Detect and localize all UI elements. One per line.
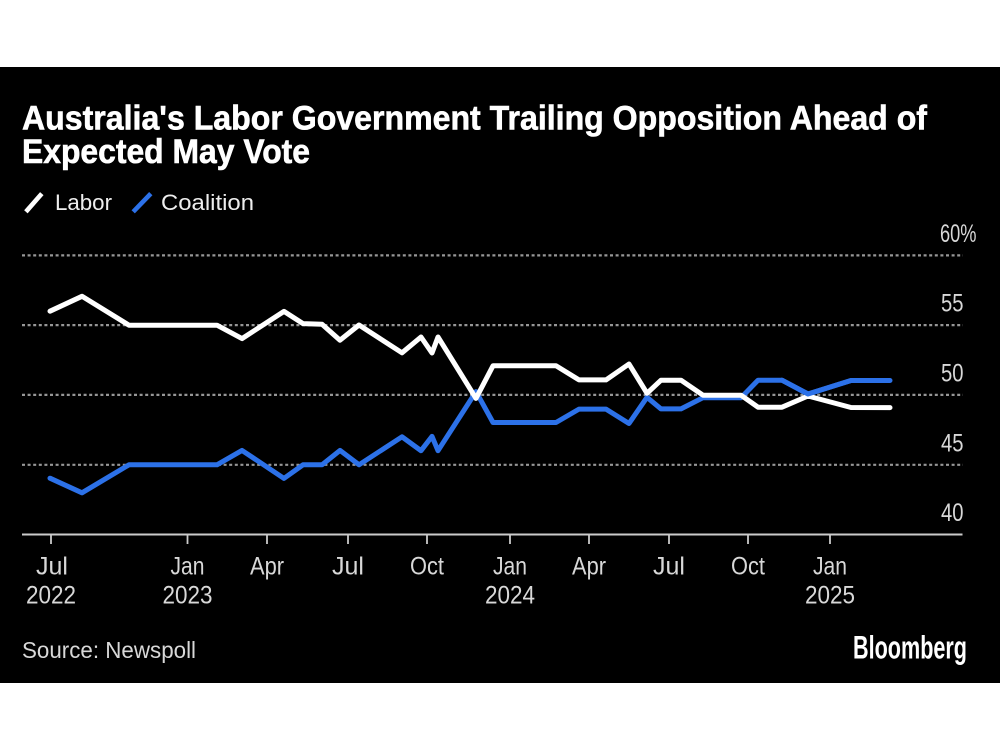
svg-text:Apr: Apr <box>572 553 606 581</box>
svg-text:60%: 60% <box>940 220 977 248</box>
svg-text:Labor: Labor <box>55 190 113 215</box>
svg-text:Jan: Jan <box>171 553 205 581</box>
svg-text:Coalition: Coalition <box>161 190 254 215</box>
svg-text:Apr: Apr <box>250 553 284 581</box>
svg-text:2023: 2023 <box>163 582 213 610</box>
svg-text:Oct: Oct <box>410 553 444 581</box>
svg-text:2022: 2022 <box>26 582 76 610</box>
svg-text:Jan: Jan <box>493 553 527 581</box>
svg-text:Source: Newspoll: Source: Newspoll <box>22 637 196 663</box>
svg-text:Jul: Jul <box>653 553 685 581</box>
svg-text:40: 40 <box>941 499 964 527</box>
svg-text:Jul: Jul <box>332 553 364 581</box>
svg-text:Jan: Jan <box>813 553 847 581</box>
svg-text:Jul: Jul <box>36 553 68 581</box>
svg-text:2024: 2024 <box>485 582 535 610</box>
svg-text:Bloomberg: Bloomberg <box>853 630 967 666</box>
svg-text:45: 45 <box>941 429 964 457</box>
svg-text:Oct: Oct <box>731 553 765 581</box>
svg-text:Australia's Labor Government T: Australia's Labor Government Trailing Op… <box>22 100 928 138</box>
svg-text:55: 55 <box>941 290 964 318</box>
svg-text:50: 50 <box>941 360 964 388</box>
svg-text:Expected May Vote: Expected May Vote <box>22 133 310 171</box>
svg-text:2025: 2025 <box>805 582 855 610</box>
